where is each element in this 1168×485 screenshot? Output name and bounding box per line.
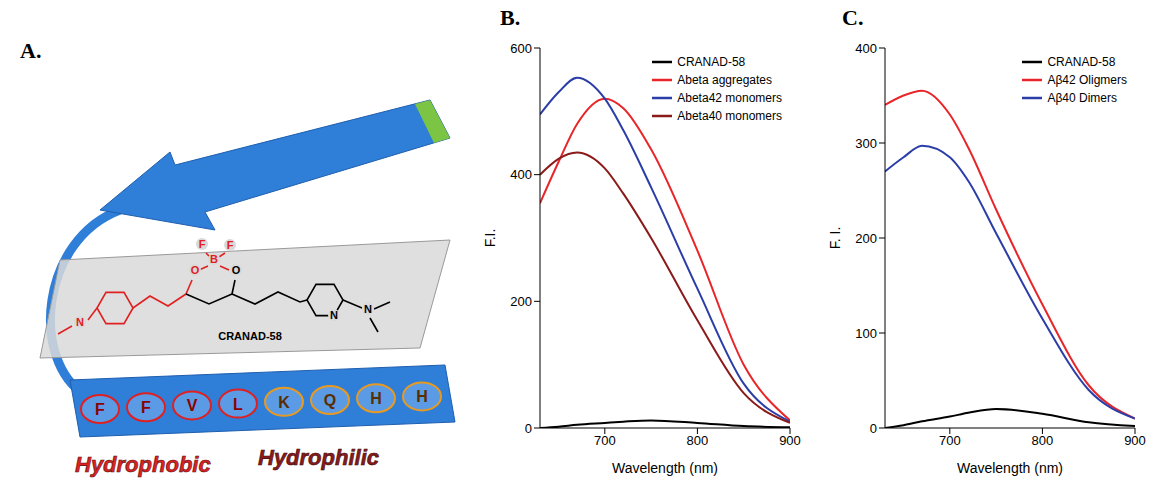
html-text:Abeta42 monomers: Abeta42 monomers bbox=[677, 91, 782, 105]
svg-text:700: 700 bbox=[594, 433, 616, 448]
svg-text:Wavelength (nm): Wavelength (nm) bbox=[957, 460, 1063, 476]
svg-text:Q: Q bbox=[324, 392, 336, 409]
html-text:Abeta40 monomers: Abeta40 monomers bbox=[677, 109, 782, 123]
svg-text:0: 0 bbox=[525, 421, 532, 436]
html-text:Abeta aggregates: Abeta aggregates bbox=[677, 73, 772, 87]
svg-text:Wavelength (nm): Wavelength (nm) bbox=[612, 460, 718, 476]
svg-text:V: V bbox=[187, 397, 198, 414]
svg-text:K: K bbox=[278, 394, 290, 411]
svg-text:Hydrophilic: Hydrophilic bbox=[258, 445, 379, 470]
svg-text:F: F bbox=[199, 238, 206, 250]
svg-text:0: 0 bbox=[870, 421, 877, 436]
html-text:CRANAD-58: CRANAD-58 bbox=[1047, 55, 1116, 69]
html-text:C.: C. bbox=[842, 5, 864, 30]
html-text:CRANAD-58: CRANAD-58 bbox=[677, 55, 746, 69]
svg-text:N: N bbox=[330, 309, 338, 321]
html-text:A.: A. bbox=[20, 38, 42, 63]
svg-text:F: F bbox=[95, 401, 105, 418]
svg-text:400: 400 bbox=[855, 41, 877, 56]
html-text:Aβ42 Oligmers: Aβ42 Oligmers bbox=[1047, 73, 1127, 87]
svg-text:400: 400 bbox=[510, 167, 532, 182]
svg-text:200: 200 bbox=[510, 294, 532, 309]
svg-text:H: H bbox=[416, 388, 428, 405]
html-text:B.: B. bbox=[500, 5, 521, 30]
svg-text:200: 200 bbox=[855, 231, 877, 246]
svg-text:CRANAD-58: CRANAD-58 bbox=[218, 330, 282, 342]
svg-text:N: N bbox=[364, 303, 372, 315]
svg-text:900: 900 bbox=[1124, 433, 1146, 448]
svg-text:N: N bbox=[76, 316, 84, 328]
svg-text:700: 700 bbox=[939, 433, 961, 448]
svg-text:800: 800 bbox=[687, 433, 709, 448]
svg-text:300: 300 bbox=[855, 136, 877, 151]
svg-text:O: O bbox=[232, 264, 241, 276]
svg-text:F.I.: F.I. bbox=[482, 229, 498, 248]
svg-text:800: 800 bbox=[1032, 433, 1054, 448]
svg-text:O: O bbox=[191, 264, 200, 276]
svg-text:100: 100 bbox=[855, 326, 877, 341]
svg-text:F: F bbox=[227, 239, 234, 251]
svg-text:F: F bbox=[141, 399, 151, 416]
svg-text:L: L bbox=[233, 396, 243, 413]
svg-text:600: 600 bbox=[510, 41, 532, 56]
svg-text:B: B bbox=[210, 253, 218, 265]
svg-text:Hydrophobic: Hydrophobic bbox=[75, 452, 211, 477]
svg-text:H: H bbox=[370, 390, 382, 407]
svg-text:900: 900 bbox=[779, 433, 801, 448]
html-text:Aβ40 Dimers: Aβ40 Dimers bbox=[1047, 91, 1117, 105]
svg-text:F. I.: F. I. bbox=[827, 227, 843, 250]
